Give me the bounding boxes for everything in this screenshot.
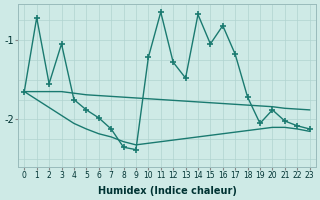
X-axis label: Humidex (Indice chaleur): Humidex (Indice chaleur) bbox=[98, 186, 236, 196]
